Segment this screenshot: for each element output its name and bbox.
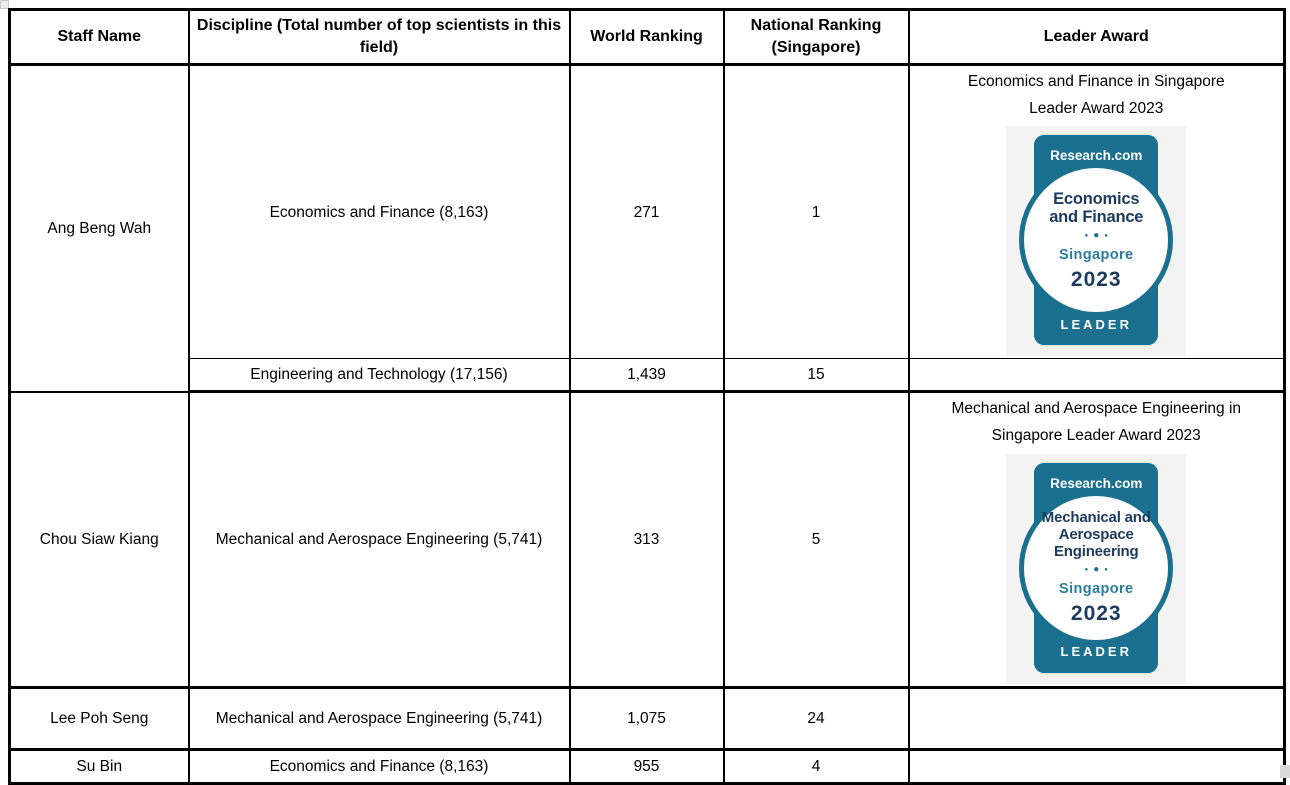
- cell-leader-award[interactable]: [907, 748, 1286, 785]
- table-row: Chou Siaw Kiang Mechanical and Aerospace…: [8, 390, 1286, 689]
- cell-staff-name[interactable]: Lee Poh Seng: [8, 686, 190, 751]
- award-caption-line1: Economics and Finance in Singapore: [967, 73, 1225, 90]
- cell-leader-award[interactable]: [907, 686, 1286, 751]
- cell-staff-name[interactable]: Ang Beng Wah: [8, 63, 190, 393]
- badge-dots-icon: ● ● ●: [1084, 229, 1108, 241]
- cell-staff-name[interactable]: Chou Siaw Kiang: [8, 390, 190, 689]
- cell-world-ranking[interactable]: 955: [568, 748, 725, 785]
- badge-circle: Economics and Finance ● ● ● Singapore 2023: [1019, 163, 1174, 318]
- badge-dots-icon: ● ● ●: [1084, 563, 1108, 575]
- cell-discipline[interactable]: Mechanical and Aerospace Engineering (5,…: [187, 390, 571, 689]
- badge-country-label: Singapore: [1059, 580, 1134, 597]
- cell-leader-award[interactable]: Mechanical and Aerospace Engineering in …: [907, 390, 1286, 689]
- cell-national-ranking[interactable]: 4: [722, 748, 910, 785]
- badge-discipline: Economics and Finance: [1049, 189, 1144, 227]
- header-staff-name[interactable]: Staff Name: [8, 8, 190, 66]
- badge-brand-label: Research.com: [1050, 148, 1143, 164]
- cell-world-ranking[interactable]: 313: [568, 390, 725, 689]
- discipline-text: Engineering and Technology (17,156): [250, 366, 508, 384]
- header-row: Staff Name Discipline (Total number of t…: [8, 8, 1286, 66]
- discipline-text: Mechanical and Aerospace Engineering (5,…: [215, 709, 543, 727]
- cell-leader-award[interactable]: Economics and Finance in Singapore Leade…: [907, 63, 1286, 360]
- cell-national-ranking[interactable]: 5: [722, 390, 910, 689]
- header-national-ranking[interactable]: National Ranking (Singapore): [722, 8, 910, 66]
- cell-discipline[interactable]: Mechanical and Aerospace Engineering (5,…: [187, 686, 571, 751]
- cell-national-ranking[interactable]: 24: [722, 686, 910, 751]
- award-caption: Mechanical and Aerospace Engineering in …: [916, 396, 1278, 449]
- table-row: Lee Poh Seng Mechanical and Aerospace En…: [8, 686, 1286, 751]
- discipline-text: Economics and Finance (8,163): [269, 757, 489, 775]
- badge-country-label: Singapore: [1059, 246, 1134, 263]
- header-world-ranking[interactable]: World Ranking: [568, 8, 725, 66]
- discipline-text: Economics and Finance (8,163): [269, 203, 489, 221]
- badge-level-label: LEADER: [1060, 644, 1132, 659]
- badge-brand-label: Research.com: [1050, 475, 1143, 491]
- cell-staff-name[interactable]: Su Bin: [8, 748, 190, 785]
- research-award-badge: Research.com LEADER Economics and Financ…: [1006, 126, 1187, 357]
- award-caption-line2: Singapore Leader Award 2023: [991, 427, 1201, 445]
- table-row: Engineering and Technology (17,156) 1,43…: [10, 358, 1286, 394]
- discipline-text: Mechanical and Aerospace Engineering (5,…: [215, 531, 543, 549]
- award-caption-line1: Mechanical and Aerospace Engineering in: [951, 400, 1242, 418]
- scrollbar-corner[interactable]: [1280, 765, 1290, 778]
- cell-discipline[interactable]: Engineering and Technology (17,156): [187, 358, 571, 394]
- table-row: Su Bin Economics and Finance (8,163) 955…: [8, 748, 1286, 785]
- header-discipline[interactable]: Discipline (Total number of top scientis…: [187, 8, 571, 66]
- cell-leader-award[interactable]: [907, 358, 1286, 394]
- cell-world-ranking[interactable]: 1,075: [568, 686, 725, 751]
- table-move-handle[interactable]: [0, 0, 9, 9]
- badge-year-label: 2023: [1070, 267, 1122, 291]
- award-caption: Economics and Finance in Singapore Leade…: [916, 69, 1278, 122]
- research-award-badge: Research.com LEADER Mechanical and Aeros…: [1006, 453, 1187, 684]
- badge-level-label: LEADER: [1060, 316, 1132, 332]
- cell-national-ranking[interactable]: 1: [722, 63, 910, 360]
- header-leader-award[interactable]: Leader Award: [907, 8, 1286, 66]
- cell-discipline[interactable]: Economics and Finance (8,163): [187, 63, 571, 360]
- cell-world-ranking[interactable]: 271: [568, 63, 725, 360]
- award-caption-line2: Leader Award 2023: [1029, 99, 1164, 117]
- badge-discipline: Mechanical and Aerospace Engineering: [1041, 509, 1151, 560]
- table-row: Ang Beng Wah Economics and Finance (8,16…: [8, 63, 1286, 393]
- badge-year-label: 2023: [1070, 602, 1122, 626]
- cell-world-ranking[interactable]: 1,439: [568, 358, 725, 394]
- badge-circle: Mechanical and Aerospace Engineering ● ● ●…: [1019, 490, 1174, 645]
- staff-rankings-table: Staff Name Discipline (Total number of t…: [8, 8, 1286, 785]
- cell-national-ranking[interactable]: 15: [722, 358, 910, 394]
- cell-discipline[interactable]: Economics and Finance (8,163): [187, 748, 571, 785]
